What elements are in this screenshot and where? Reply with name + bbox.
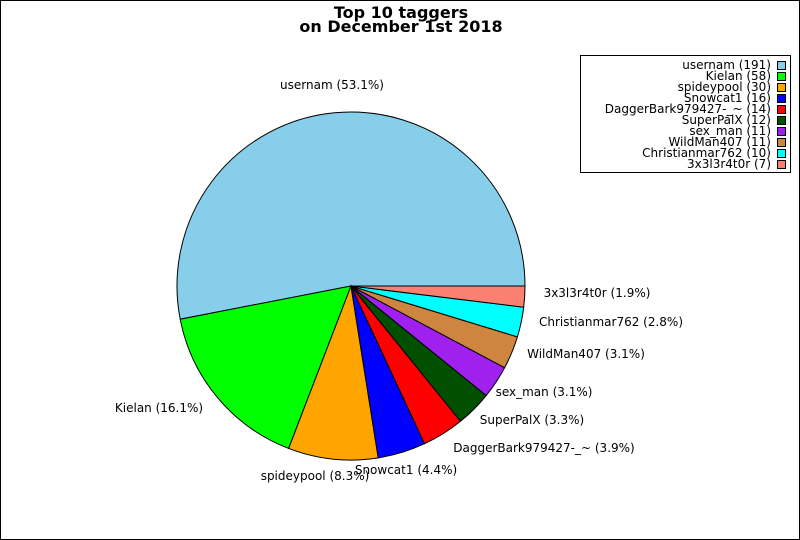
legend-swatch [777, 105, 786, 114]
legend-item: spideypool (30) [581, 80, 791, 94]
legend-item: usernam (191) [581, 58, 791, 72]
slice-label: DaggerBark979427-_~ (3.9%) [453, 441, 634, 455]
legend-swatch [777, 116, 786, 125]
legend-label: sex_man (11) [689, 124, 771, 138]
legend-item: 3x3l3r4t0r (7) [581, 157, 791, 171]
legend-item: WildMan407 (11) [581, 135, 791, 149]
pie-slice [350, 285, 526, 308]
slice-label: Kielan (16.1%) [115, 401, 203, 415]
legend-swatch [777, 72, 786, 81]
slice-label: Snowcat1 (4.4%) [355, 463, 457, 477]
legend-label: WildMan407 (11) [668, 135, 771, 149]
legend-label: spideypool (30) [677, 80, 771, 94]
legend-swatch [777, 160, 786, 169]
legend-item: sex_man (11) [581, 124, 791, 138]
slice-label: spideypool (8.3%) [261, 469, 370, 483]
pie-slice [179, 285, 352, 450]
legend-swatch [777, 83, 786, 92]
pie-slice [176, 111, 526, 320]
legend-label: Kielan (58) [705, 69, 771, 83]
slice-label: SuperPalX (3.3%) [480, 413, 584, 427]
legend-item: DaggerBark979427-_~ (14) [581, 102, 791, 116]
slice-label: WildMan407 (3.1%) [527, 347, 645, 361]
legend-swatch [777, 94, 786, 103]
legend-label: Christianmar762 (10) [642, 146, 771, 160]
legend-label: SuperPalX (12) [681, 113, 771, 127]
chart-title: Top 10 taggers [333, 3, 469, 22]
legend-swatch [777, 138, 786, 147]
legend-item: SuperPalX (12) [581, 113, 791, 127]
slice-label: usernam (53.1%) [280, 78, 384, 92]
legend: usernam (191) Kielan (58) spideypool (30) S… [580, 55, 791, 173]
slice-label: 3x3l3r4t0r (1.9%) [544, 286, 651, 300]
legend-item: Christianmar762 (10) [581, 146, 791, 160]
legend-label: usernam (191) [682, 58, 771, 72]
legend-swatch [777, 127, 786, 136]
slice-label: sex_man (3.1%) [496, 385, 593, 399]
legend-swatch [777, 149, 786, 158]
legend-label: 3x3l3r4t0r (7) [687, 157, 771, 171]
legend-label: Snowcat1 (16) [683, 91, 771, 105]
legend-item: Kielan (58) [581, 69, 791, 83]
slice-label: Christianmar762 (2.8%) [539, 315, 683, 329]
chart-subtitle: on December 1st 2018 [299, 17, 503, 36]
pie-slice [287, 284, 379, 461]
legend-swatch [777, 61, 786, 70]
legend-label: DaggerBark979427-_~ (14) [604, 102, 771, 116]
legend-item: Snowcat1 (16) [581, 91, 791, 105]
